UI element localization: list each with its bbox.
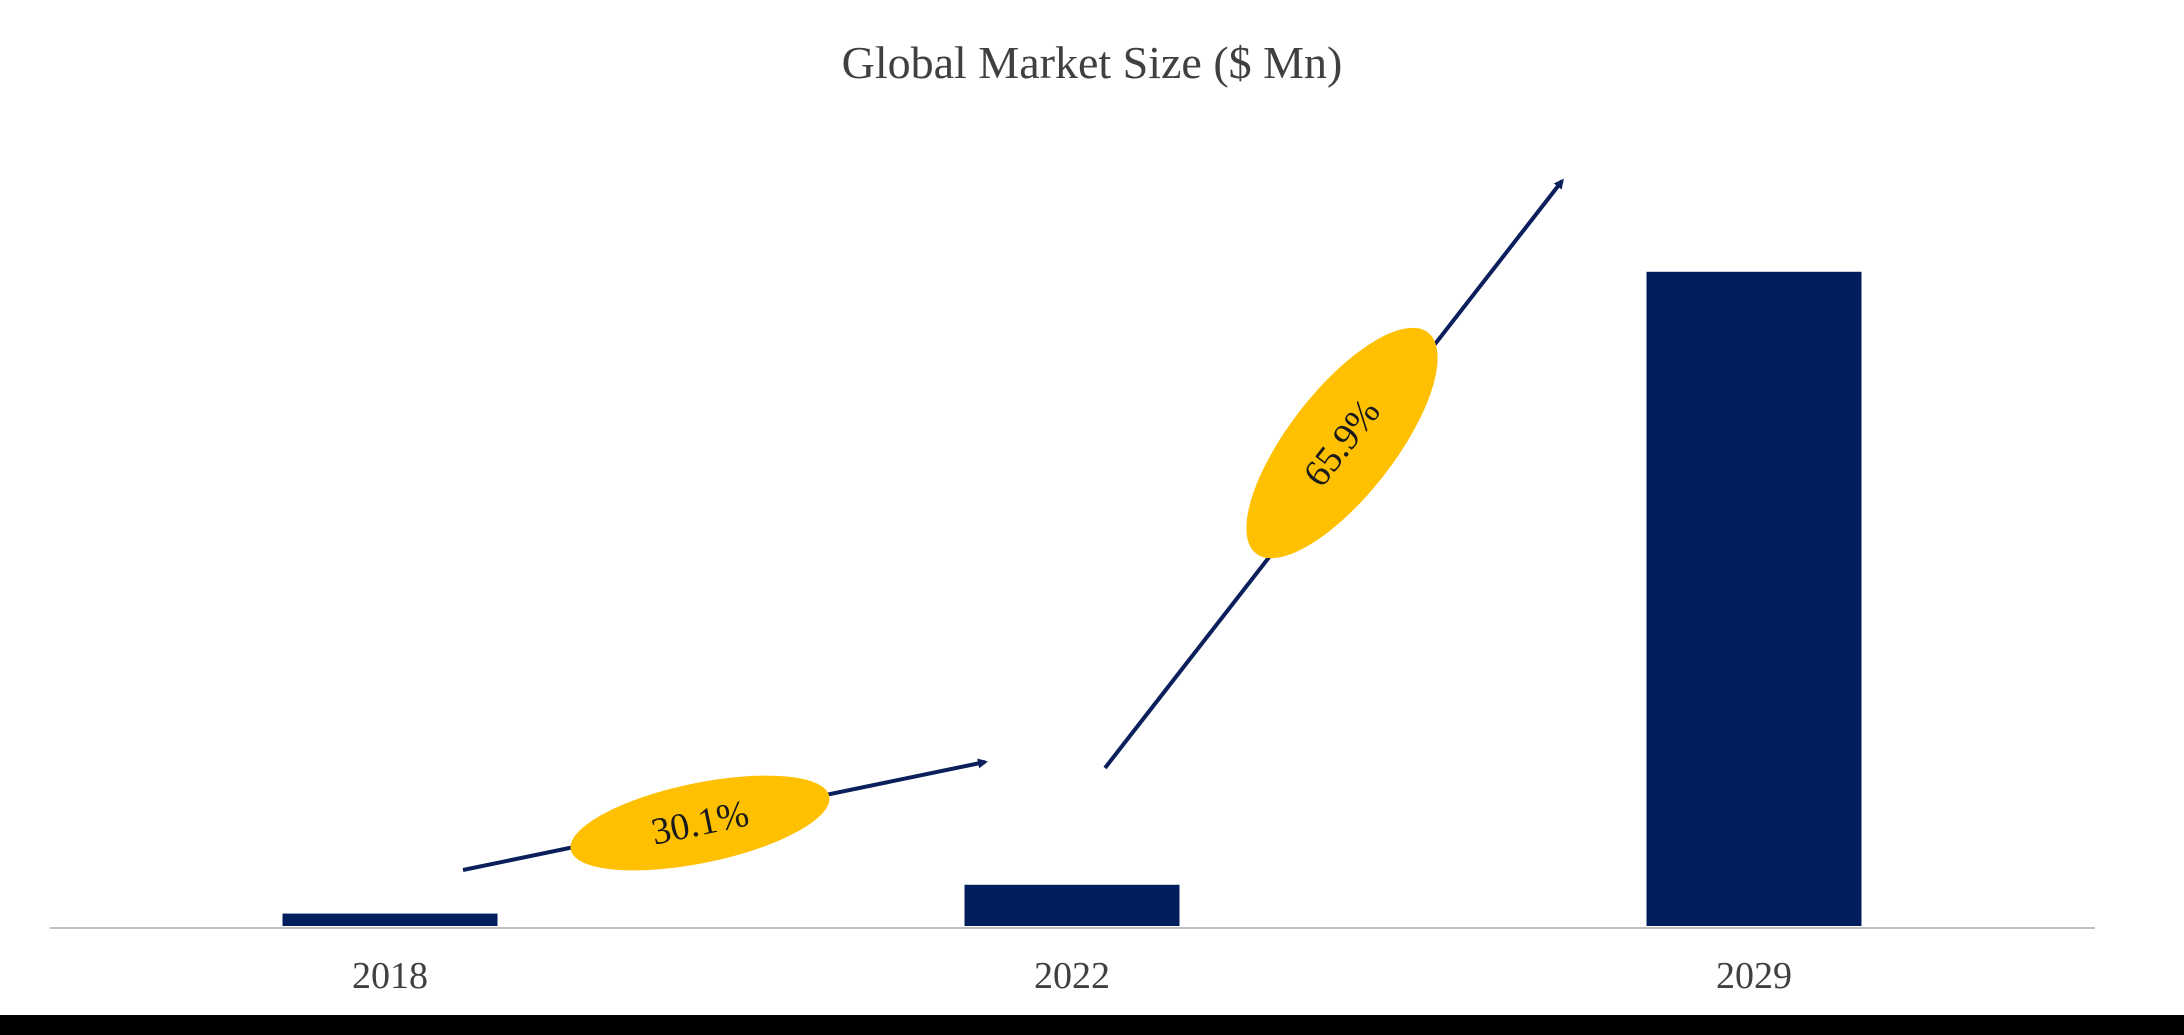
x-tick-labels: 2018 2022 2029	[352, 955, 1792, 997]
cagr-badge-2018-2022	[570, 775, 830, 871]
chart-title: Global Market Size ($ Mn)	[842, 37, 1343, 88]
x-tick-label-2029: 2029	[1716, 955, 1792, 997]
bottom-band	[0, 1015, 2184, 1035]
cagr-annotations: 30.1% 65.9%	[462, 178, 1564, 872]
cagr-annotation-2022-2029: 65.9%	[1103, 178, 1564, 770]
cagr-annotation-2018-2022: 30.1%	[462, 758, 988, 872]
bar-2029	[1646, 271, 1862, 926]
cagr-badge-2022-2029	[1246, 327, 1438, 559]
x-tick-label-2022: 2022	[1034, 955, 1110, 997]
bar-2022	[964, 884, 1180, 926]
x-tick-label-2018: 2018	[352, 955, 428, 997]
bars-group	[282, 271, 1862, 926]
bar-2018	[282, 913, 498, 926]
